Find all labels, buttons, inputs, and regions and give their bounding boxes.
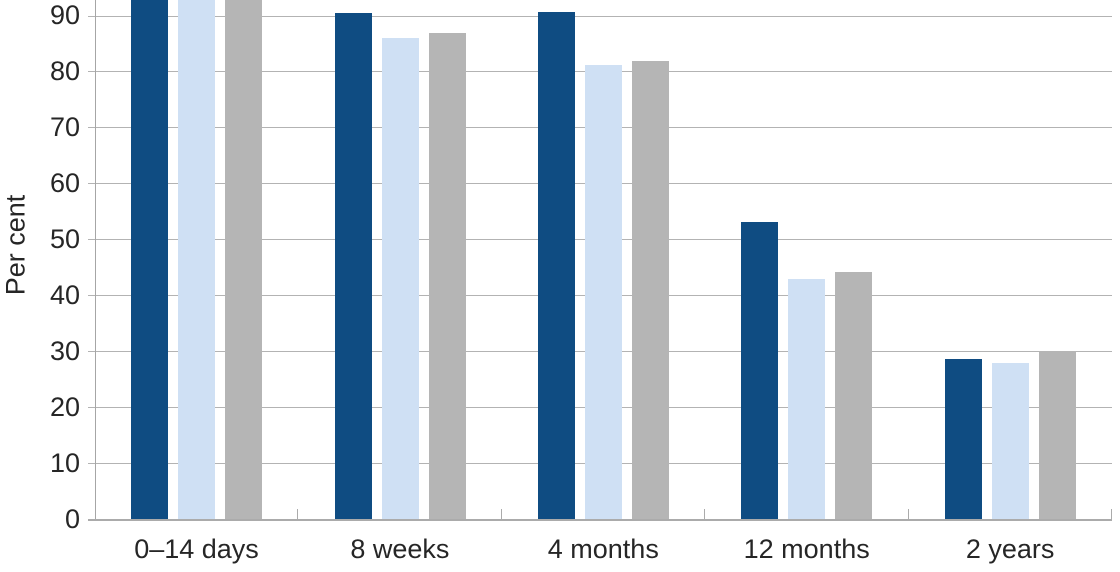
y-gridline-90	[88, 15, 1112, 17]
x-axis-tick	[500, 509, 502, 519]
bar-dark-blue-1	[131, 0, 169, 519]
bar-dark-blue-2	[334, 13, 372, 519]
y-axis-line	[95, 0, 96, 520]
bar-dark-blue-4	[741, 222, 779, 519]
bar-light-blue-3	[585, 64, 622, 519]
bar-grey-2	[428, 32, 466, 519]
x-tick-label-2: 8 weeks	[350, 534, 450, 564]
x-tick-label-4: 12 months	[743, 534, 870, 564]
bar-light-blue-4	[788, 279, 826, 519]
bar-grey-4	[835, 271, 873, 519]
bar-grey-1	[225, 0, 263, 519]
bar-dark-blue-3	[538, 12, 575, 519]
bar-light-blue-2	[381, 38, 419, 519]
x-axis-tick	[907, 509, 909, 519]
y-tick-label-90: 90	[49, 0, 80, 31]
x-tick-label-3: 4 months	[547, 534, 659, 564]
x-tick-label-5: 2 years	[965, 534, 1055, 564]
x-tick-label-1: 0–14 days	[134, 534, 259, 564]
bar-dark-blue-5	[944, 358, 982, 519]
y-tick-label-10: 10	[49, 447, 80, 478]
x-axis-tick	[297, 509, 299, 519]
x-axis-line	[88, 519, 1112, 521]
y-tick-label-0: 0	[64, 503, 80, 534]
y-tick-label-70: 70	[49, 112, 80, 143]
x-axis-tick	[1111, 509, 1112, 519]
bar-light-blue-1	[178, 0, 216, 519]
y-tick-label-30: 30	[49, 335, 80, 366]
y-tick-label-60: 60	[49, 168, 80, 199]
y-tick-label-50: 50	[49, 224, 80, 255]
bar-grey-5	[1038, 350, 1076, 519]
bar-light-blue-5	[991, 363, 1029, 519]
y-tick-label-80: 80	[49, 56, 80, 87]
y-tick-label-40: 40	[49, 279, 80, 310]
y-tick-label-20: 20	[49, 391, 80, 422]
bar-grey-3	[632, 61, 669, 519]
plot-area	[88, 0, 1112, 519]
x-axis-tick	[704, 509, 706, 519]
